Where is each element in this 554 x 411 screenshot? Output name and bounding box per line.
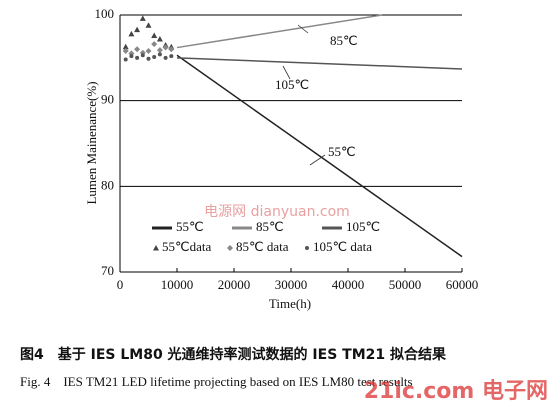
caption-en: Fig. 4 IES TM21 LED lifetime projecting …: [20, 374, 413, 389]
legend-label: 105℃ data: [313, 239, 372, 254]
series-line: [176, 14, 383, 49]
annotation: 55℃: [328, 144, 356, 159]
y-tick-label: 80: [101, 177, 114, 192]
data-point: [156, 47, 163, 54]
x-tick-label: 50000: [389, 277, 422, 292]
data-point: [146, 56, 151, 61]
data-point: [122, 47, 129, 54]
annotation-leader: [282, 65, 291, 80]
data-point: [169, 54, 174, 59]
series-line: [176, 54, 463, 258]
y-tick-label: 70: [101, 263, 114, 278]
watermark: 电源网 dianyuan.com: [204, 204, 350, 220]
data-point: [129, 54, 134, 59]
data-point: [134, 26, 141, 33]
data-point: [151, 41, 158, 48]
data-point: [145, 47, 152, 54]
data-point: [122, 43, 129, 50]
legend-label: 105℃: [346, 219, 380, 234]
data-point: [163, 55, 168, 60]
data-point: [128, 30, 135, 37]
legend-swatch: [305, 246, 309, 250]
data-point: [145, 22, 152, 28]
data-point: [156, 35, 163, 42]
legend-label: 85℃: [256, 219, 284, 234]
data-point: [157, 52, 162, 57]
data-point: [134, 46, 141, 53]
x-tick-label: 0: [117, 277, 124, 292]
watermark-logo: 21ic.com 电子网: [364, 379, 548, 404]
annotation: 105℃: [275, 77, 309, 92]
annotation-leader: [297, 24, 309, 34]
data-point: [152, 54, 157, 59]
x-axis-label: Time(h): [269, 296, 311, 311]
data-point: [168, 46, 175, 53]
x-tick-label: 10000: [161, 277, 194, 292]
legend-swatch: [153, 245, 159, 251]
y-tick-label: 100: [95, 6, 115, 21]
x-tick-label: 30000: [275, 277, 308, 292]
data-point: [151, 32, 158, 39]
data-point: [139, 15, 146, 21]
data-point: [135, 55, 140, 60]
y-tick-label: 90: [101, 92, 114, 107]
legend-label: 55℃data: [162, 239, 211, 254]
data-point: [123, 57, 128, 62]
data-point: [162, 44, 169, 51]
legend-label: 55℃: [176, 219, 204, 234]
x-tick-label: 60000: [446, 277, 479, 292]
x-tick-label: 20000: [218, 277, 251, 292]
series-line: [176, 57, 463, 70]
annotation: 85℃: [330, 33, 358, 48]
data-point: [140, 53, 145, 58]
x-tick-label: 40000: [332, 277, 365, 292]
legend-label: 85℃ data: [236, 239, 289, 254]
caption-cn: 图4 基于 IES LM80 光通维持率测试数据的 IES TM21 拟合结果: [20, 346, 447, 363]
y-axis-label: Lumen Mainenance(%): [84, 81, 99, 204]
annotation-leader: [309, 154, 326, 166]
legend-swatch: [227, 245, 233, 251]
